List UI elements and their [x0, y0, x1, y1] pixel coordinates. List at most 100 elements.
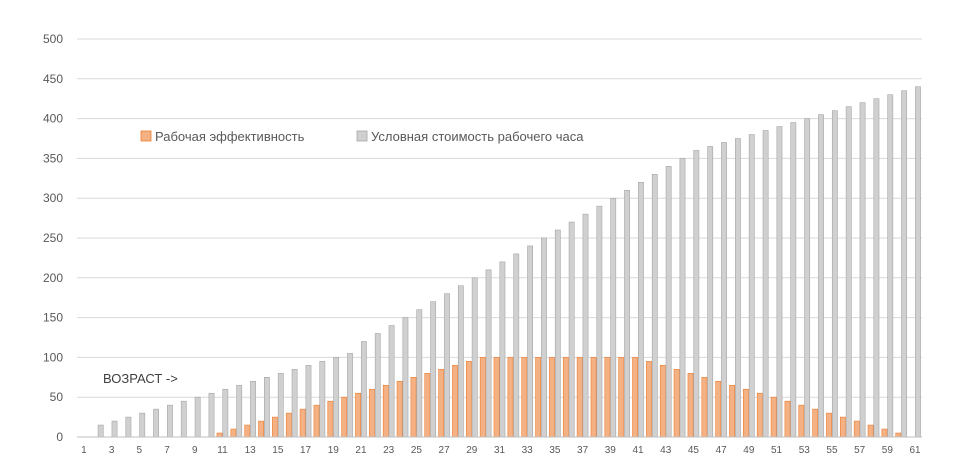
x-tick-label-5: 5: [137, 445, 143, 456]
x-tick-label-17: 17: [300, 445, 312, 456]
bar-hour-cost-52: [790, 122, 797, 438]
bar-efficiency-39: [604, 357, 611, 438]
x-tick-label-39: 39: [605, 445, 617, 456]
x-tick-label-33: 33: [522, 445, 534, 456]
bar-hour-cost-42: [651, 174, 658, 438]
bar-hour-cost-32: [513, 253, 520, 438]
bar-hour-cost-27: [444, 293, 450, 438]
bar-efficiency-43: [659, 365, 666, 438]
x-tick-label-23: 23: [383, 445, 395, 456]
x-tick-label-51: 51: [771, 445, 783, 456]
legend-label-hour-cost: Условная стоимость рабочего часа: [371, 129, 584, 144]
y-tick-label-450: 450: [43, 72, 63, 86]
bar-hour-cost-28: [457, 285, 464, 438]
bar-efficiency-55: [826, 412, 832, 438]
legend-label-efficiency: Рабочая эффективность: [155, 129, 305, 144]
x-tick-label-59: 59: [882, 445, 894, 456]
bar-hour-cost-22: [374, 333, 381, 438]
x-tick-label-45: 45: [688, 445, 700, 456]
bar-hour-cost-51: [776, 126, 783, 438]
bar-efficiency-57: [853, 420, 860, 438]
y-tick-label-400: 400: [43, 112, 63, 126]
bar-hour-cost-61: [915, 86, 921, 438]
x-axis-tick-labels: 1 3 5 7 9 11 13 15 17 19 21 23 25 27 29 31 33 35 37 39 41 43 4…: [81, 445, 921, 456]
bar-hour-cost-23: [388, 325, 395, 438]
bar-hour-cost-17: [305, 365, 312, 438]
bar-efficiency-26: [424, 373, 431, 438]
bar-efficiency-40: [618, 357, 625, 438]
y-tick-label-100: 100: [43, 350, 63, 364]
x-tick-label-9: 9: [192, 445, 198, 456]
bar-efficiency-16: [285, 412, 292, 438]
bar-hour-cost-4: [125, 416, 132, 438]
y-tick-label-0: 0: [56, 430, 63, 444]
gridlines: [77, 38, 922, 398]
x-tick-label-43: 43: [660, 445, 672, 456]
bar-efficiency-29: [465, 361, 472, 438]
bar-efficiency-11: [216, 432, 223, 438]
y-axis-tick-labels: 0 50 100 150 200 250 300 350 400 450 500: [43, 32, 63, 444]
bar-hour-cost-38: [596, 205, 603, 438]
bar-hour-cost-59: [887, 94, 894, 438]
bar-hour-cost-46: [707, 146, 714, 438]
x-tick-label-53: 53: [799, 445, 811, 456]
x-tick-label-41: 41: [632, 445, 644, 456]
bar-hour-cost-18: [319, 361, 326, 438]
bar-efficiency-53: [798, 404, 805, 438]
bar-hour-cost-44: [679, 158, 686, 438]
bar-efficiency-47: [715, 380, 722, 438]
bar-efficiency-38: [590, 357, 597, 438]
bar-efficiency-35: [549, 357, 555, 438]
bar-efficiency-17: [299, 408, 306, 438]
x-tick-label-1: 1: [81, 445, 87, 456]
bar-hour-cost-33: [527, 245, 533, 438]
x-tick-label-7: 7: [164, 445, 170, 456]
bar-hour-cost-20: [347, 353, 353, 438]
y-tick-label-350: 350: [43, 151, 63, 165]
x-tick-label-61: 61: [910, 445, 922, 456]
bar-efficiency-12: [230, 428, 237, 438]
bar-efficiency-34: [535, 357, 542, 438]
bar-hour-cost-43: [665, 166, 672, 438]
bar-efficiency-60: [895, 432, 902, 438]
bar-hour-cost-7: [167, 404, 173, 438]
bar-hour-cost-50: [762, 130, 769, 438]
bar-hour-cost-8: [180, 400, 187, 438]
bar-efficiency-45: [687, 373, 694, 438]
bar-hour-cost-36: [568, 221, 575, 438]
bar-efficiency-59: [881, 428, 888, 438]
bar-efficiency-58: [867, 424, 874, 438]
bar-efficiency-20: [341, 396, 348, 438]
bar-hour-cost-9: [194, 396, 201, 438]
bar-hour-cost-6: [153, 408, 159, 438]
bar-efficiency-42: [646, 361, 652, 438]
bar-hour-cost-49: [748, 134, 755, 438]
bar-hour-cost-5: [139, 412, 146, 438]
bar-efficiency-30: [479, 357, 486, 438]
bar-hour-cost-21: [360, 341, 367, 438]
bar-efficiency-13: [244, 424, 251, 438]
bar-hour-cost-57: [859, 102, 866, 438]
x-tick-label-47: 47: [716, 445, 728, 456]
x-tick-label-13: 13: [245, 445, 257, 456]
bar-hour-cost-45: [693, 150, 700, 438]
y-tick-label-250: 250: [43, 231, 63, 245]
x-tick-label-37: 37: [577, 445, 589, 456]
bar-efficiency-15: [272, 416, 278, 438]
x-tick-label-35: 35: [549, 445, 561, 456]
bar-efficiency-24: [396, 380, 403, 438]
bar-hour-cost-58: [873, 98, 880, 438]
bar-hour-cost-55: [831, 110, 838, 438]
x-tick-label-25: 25: [411, 445, 423, 456]
bar-hour-cost-15: [277, 373, 284, 438]
bar-hour-cost-13: [250, 380, 256, 438]
x-tick-label-21: 21: [355, 445, 367, 456]
bar-hour-cost-31: [499, 261, 506, 438]
bar-hour-cost-37: [582, 213, 589, 438]
x-tick-label-19: 19: [328, 445, 340, 456]
bar-efficiency-21: [355, 392, 361, 438]
y-tick-label-300: 300: [43, 191, 63, 205]
bar-efficiency-31: [493, 357, 500, 438]
bar-hour-cost-29: [471, 277, 478, 438]
bar-efficiency-28: [452, 365, 458, 438]
